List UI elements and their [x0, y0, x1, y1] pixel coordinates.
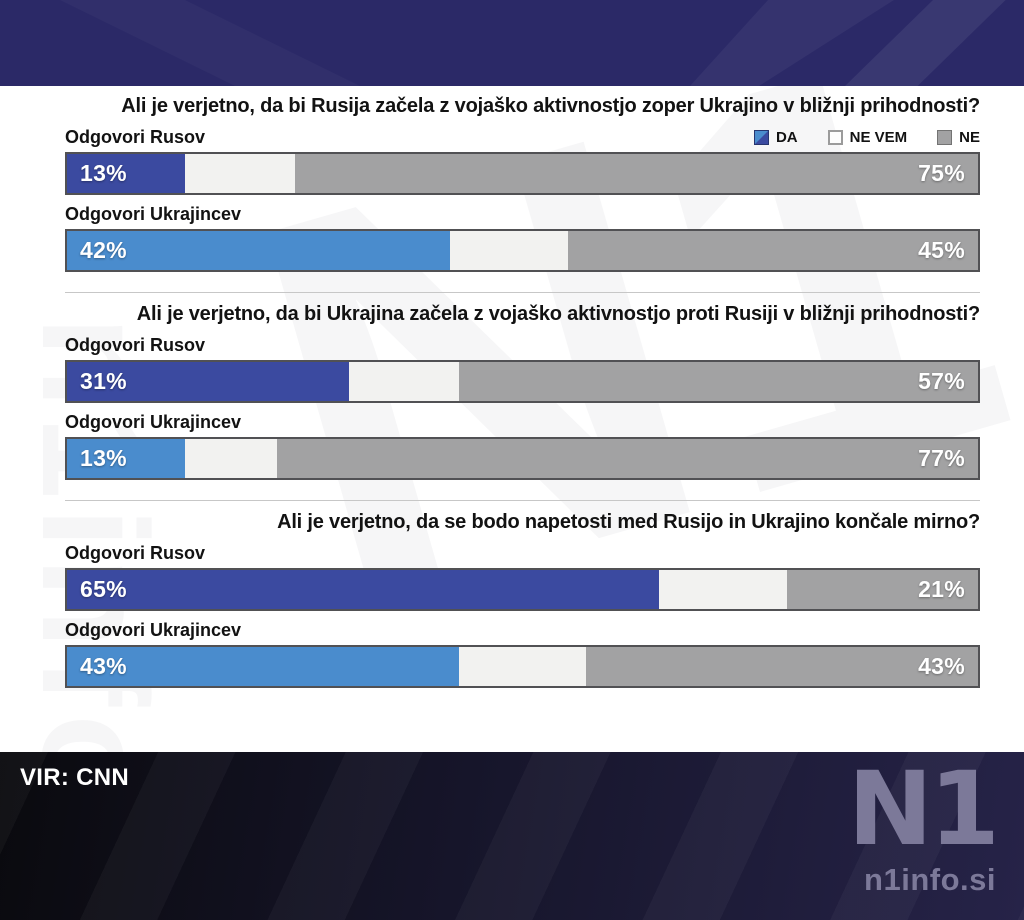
question-section-3: Ali je verjetno, da se bodo napetosti me…: [65, 511, 980, 688]
segment-nevem: [449, 231, 569, 270]
question-title: Ali je verjetno, da se bodo napetosti me…: [277, 511, 980, 533]
row-head: Odgovori Rusov: [65, 542, 980, 564]
question-section-2: Ali je verjetno, da bi Ukrajina začela z…: [65, 303, 980, 501]
n1-logo: N1 n1info.si: [847, 752, 1000, 898]
bar-q1-russians: 13% 75%: [65, 152, 980, 195]
segment-da: 65%: [67, 570, 660, 609]
header-pattern-stripe: [690, 0, 894, 86]
value-ne: 75%: [918, 160, 965, 186]
section-divider: [65, 292, 980, 293]
group-label-russians: Odgovori Rusov: [65, 126, 206, 147]
row-head: Odgovori Ukrajincev: [65, 619, 980, 641]
segment-nevem: [458, 647, 587, 686]
segment-da: 13%: [67, 439, 186, 478]
row-head: Odgovori Rusov DA NE VEM NE: [65, 126, 980, 148]
segment-nevem: [185, 439, 277, 478]
section-divider: [65, 500, 980, 501]
value-ne: 43%: [918, 653, 965, 679]
segment-nevem: [185, 154, 295, 193]
row-head: Odgovori Rusov: [65, 334, 980, 356]
segment-ne: 21%: [786, 570, 978, 609]
bar-q3-russians: 65% 21%: [65, 568, 980, 611]
value-da: 13%: [80, 445, 127, 471]
group-label-russians: Odgovori Rusov: [65, 542, 206, 563]
value-da: 42%: [80, 237, 127, 263]
n1-site-label: n1info.si: [864, 861, 996, 897]
value-da: 13%: [80, 160, 127, 186]
value-ne: 77%: [918, 445, 965, 471]
legend-ne-swatch-icon: [937, 129, 953, 145]
segment-ne: 75%: [294, 154, 978, 193]
group-label-ukrainians: Odgovori Ukrajincev: [65, 619, 242, 640]
question-section-1: Ali je verjetno, da bi Rusija začela z v…: [65, 95, 980, 293]
segment-da: 13%: [67, 154, 186, 193]
legend-item-nevem: NE VEM: [827, 128, 908, 146]
segment-ne: 57%: [458, 362, 978, 401]
group-label-ukrainians: Odgovori Ukrajincev: [65, 203, 242, 224]
segment-nevem: [659, 570, 787, 609]
value-ne: 21%: [918, 576, 965, 602]
segment-ne: 77%: [276, 439, 978, 478]
question-title: Ali je verjetno, da bi Ukrajina začela z…: [136, 303, 980, 325]
legend-da-swatch-icon: [753, 129, 769, 145]
legend-item-ne: NE: [937, 129, 980, 146]
source-credit: VIR: CNN: [20, 764, 130, 791]
bar-q3-ukrainians: 43% 43%: [65, 645, 980, 688]
legend-ne-label: NE: [959, 128, 980, 146]
value-da: 31%: [80, 368, 127, 394]
legend: DA NE VEM NE: [753, 128, 980, 146]
bar-q2-ukrainians: 13% 77%: [65, 437, 980, 480]
segment-da: 43%: [67, 647, 459, 686]
header-pattern-stripe: [60, 0, 360, 86]
segment-ne: 43%: [586, 647, 978, 686]
segment-ne: 45%: [568, 231, 978, 270]
question-title: Ali je verjetno, da bi Rusija začela z v…: [121, 95, 980, 117]
chart-area: N1 n1info.si Ali je verjetno, da bi Rusi…: [0, 86, 1024, 752]
legend-item-da: DA: [753, 128, 798, 146]
bar-q1-ukrainians: 42% 45%: [65, 229, 980, 272]
row-head: Odgovori Ukrajincev: [65, 203, 980, 225]
legend-da-label: DA: [775, 128, 798, 146]
value-ne: 57%: [918, 368, 965, 394]
value-da: 65%: [80, 576, 127, 602]
bar-q2-russians: 31% 57%: [65, 360, 980, 403]
legend-nevem-swatch-icon: [827, 129, 843, 145]
segment-da: 31%: [67, 362, 350, 401]
n1-logo-mark: N1: [847, 752, 1000, 869]
segment-da: 42%: [67, 231, 450, 270]
footer: VIR: CNN N1 n1info.si: [0, 752, 1024, 920]
header-band: [0, 0, 1024, 86]
value-da: 43%: [80, 653, 127, 679]
segment-nevem: [349, 362, 459, 401]
group-label-ukrainians: Odgovori Ukrajincev: [65, 411, 242, 432]
row-head: Odgovori Ukrajincev: [65, 411, 980, 433]
group-label-russians: Odgovori Rusov: [65, 334, 206, 355]
legend-nevem-label: NE VEM: [849, 128, 908, 146]
value-ne: 45%: [918, 237, 965, 263]
